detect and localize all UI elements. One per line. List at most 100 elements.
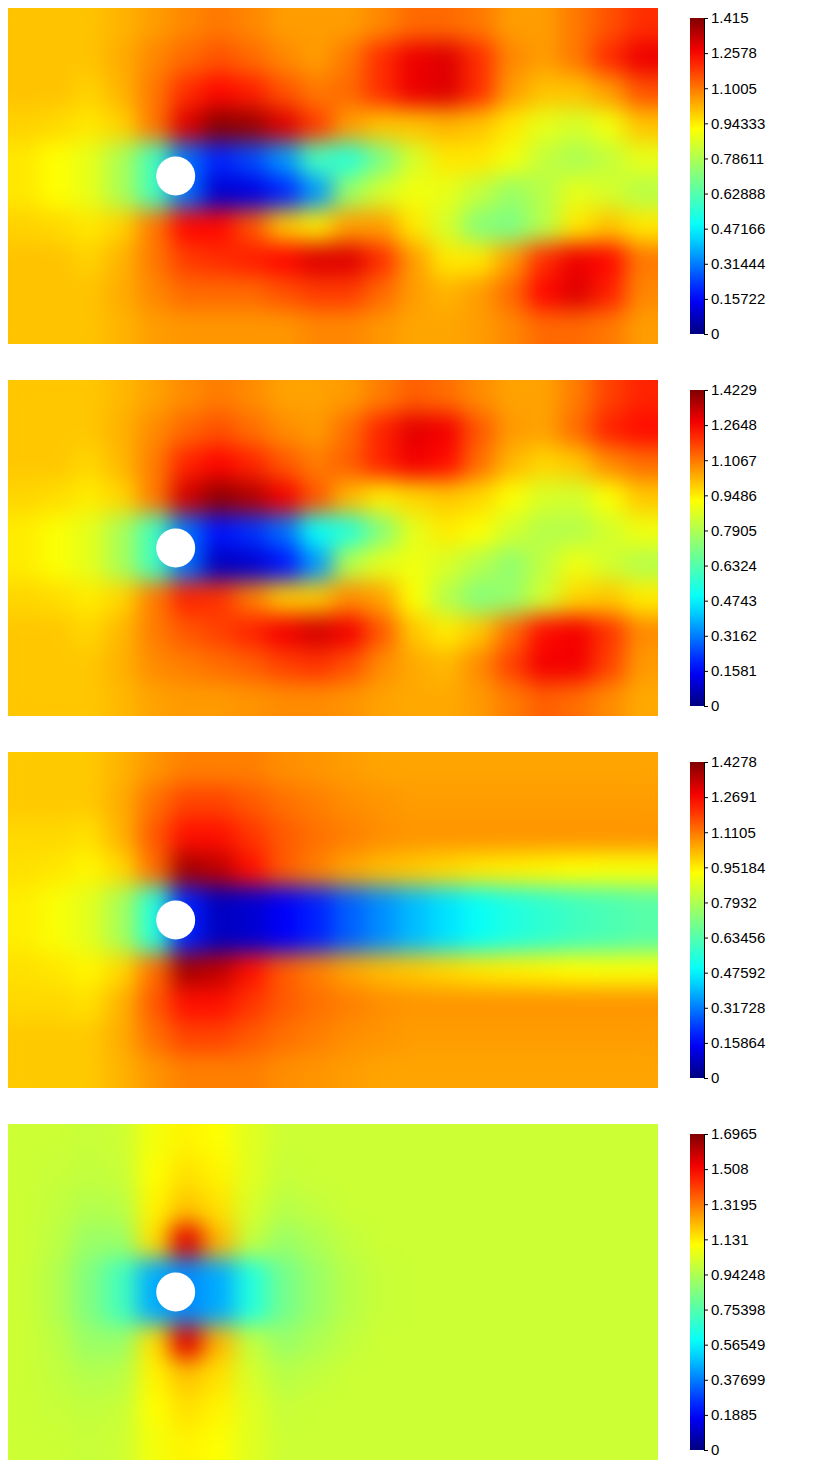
- cell: [463, 243, 497, 278]
- cell: [300, 581, 334, 616]
- cell: [170, 785, 204, 820]
- cell: [203, 920, 237, 955]
- cell: [365, 1157, 399, 1192]
- cell: [625, 276, 658, 311]
- cell: [463, 682, 497, 716]
- cell: [463, 615, 497, 650]
- cell: [73, 1426, 107, 1460]
- cell: [495, 886, 529, 921]
- cell: [138, 785, 172, 820]
- cell: [8, 413, 41, 448]
- cell: [560, 514, 594, 549]
- colorbar: [690, 18, 704, 334]
- cell: [593, 8, 627, 42]
- cell: [463, 380, 497, 414]
- cell: [203, 1292, 237, 1327]
- cell: [365, 819, 399, 854]
- cell: [268, 1292, 302, 1327]
- cell: [560, 447, 594, 482]
- cell: [105, 1258, 139, 1293]
- cell: [235, 1292, 269, 1327]
- cell: [398, 1426, 432, 1460]
- cell: [593, 987, 627, 1022]
- cell: [268, 1157, 302, 1192]
- tick-mark: [704, 425, 708, 426]
- cell: [203, 1258, 237, 1293]
- cell: [203, 176, 237, 211]
- cell: [560, 752, 594, 786]
- cell: [430, 682, 464, 716]
- cell: [8, 142, 41, 177]
- cell: [73, 1292, 107, 1327]
- cell: [365, 1124, 399, 1158]
- cell: [138, 581, 172, 616]
- cell: [105, 1191, 139, 1226]
- cell: [235, 1157, 269, 1192]
- cell: [560, 1426, 594, 1460]
- cell: [40, 514, 74, 549]
- tick-label: 0.56549: [711, 1336, 765, 1353]
- cell: [333, 480, 367, 515]
- tick: 0.95184: [704, 859, 765, 876]
- cell: [300, 276, 334, 311]
- cell: [8, 1124, 41, 1158]
- cell: [40, 548, 74, 583]
- tick-label: 0.4743: [711, 592, 757, 609]
- tick: 1.415: [704, 9, 749, 26]
- cell: [235, 8, 269, 42]
- tick: 0.3162: [704, 627, 757, 644]
- cell: [495, 447, 529, 482]
- cell: [593, 785, 627, 820]
- cell: [138, 480, 172, 515]
- cell: [430, 648, 464, 683]
- colorbar-axis: 00.158640.317280.475920.634560.79320.951…: [704, 753, 765, 1086]
- cell: [73, 1359, 107, 1394]
- cell: [268, 1124, 302, 1158]
- cell: [463, 1325, 497, 1360]
- cell: [235, 1258, 269, 1293]
- tick-label: 0.31728: [711, 999, 765, 1016]
- cell: [625, 648, 658, 683]
- cell: [625, 1325, 658, 1360]
- cell: [300, 209, 334, 244]
- cell: [268, 75, 302, 110]
- cell: [235, 752, 269, 786]
- cell: [593, 413, 627, 448]
- cell: [495, 41, 529, 76]
- cell: [495, 1020, 529, 1055]
- cell: [40, 41, 74, 76]
- cell: [138, 987, 172, 1022]
- cell: [138, 108, 172, 143]
- cell: [300, 176, 334, 211]
- cell: [365, 1325, 399, 1360]
- cell: [593, 514, 627, 549]
- cell: [625, 548, 658, 583]
- cell: [495, 1392, 529, 1427]
- cell: [560, 243, 594, 278]
- cell: [235, 1224, 269, 1259]
- cell: [463, 41, 497, 76]
- cell: [40, 1325, 74, 1360]
- cell: [430, 310, 464, 344]
- cell: [138, 1191, 172, 1226]
- cell: [203, 447, 237, 482]
- cell: [73, 209, 107, 244]
- cell: [105, 176, 139, 211]
- cell: [528, 953, 562, 988]
- tick: 0.62888: [704, 185, 765, 202]
- cell: [560, 41, 594, 76]
- tick-mark: [704, 1310, 708, 1311]
- cell: [203, 987, 237, 1022]
- cell: [40, 1020, 74, 1055]
- cell: [40, 1392, 74, 1427]
- cell: [430, 1258, 464, 1293]
- cell: [463, 142, 497, 177]
- cell: [105, 886, 139, 921]
- cell: [170, 8, 204, 42]
- cell: [495, 548, 529, 583]
- cell: [105, 785, 139, 820]
- cell: [40, 276, 74, 311]
- tick: 1.2648: [704, 416, 757, 433]
- tick-mark: [704, 1239, 708, 1240]
- cell: [235, 1124, 269, 1158]
